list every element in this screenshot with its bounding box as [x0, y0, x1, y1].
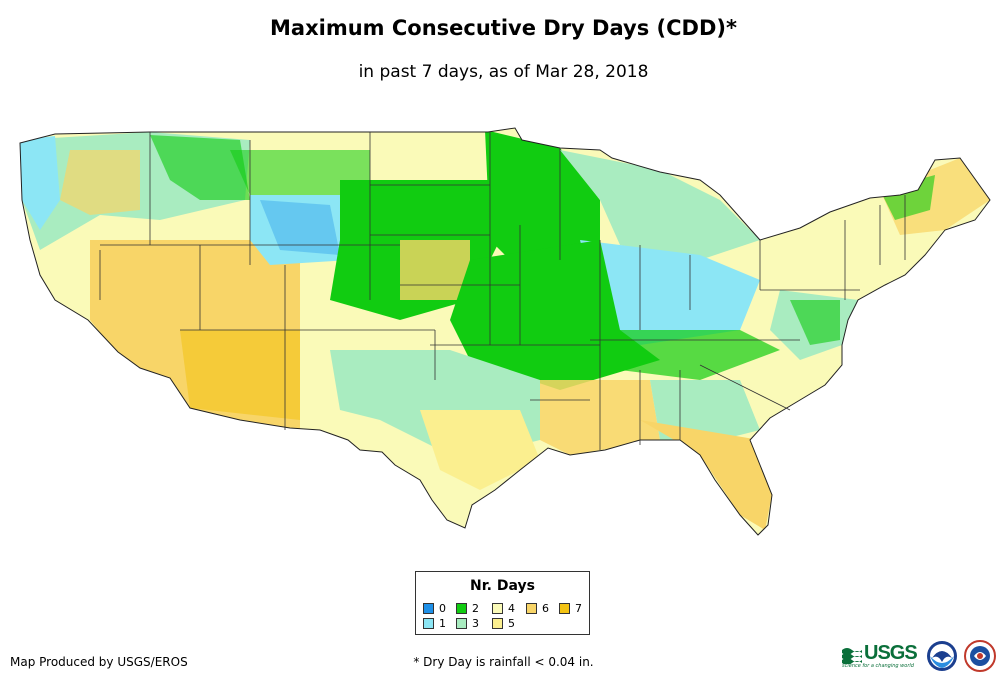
legend-item-5: 5	[492, 618, 515, 630]
legend-label-7: 7	[575, 602, 582, 615]
legend-swatch-0	[423, 603, 434, 614]
usgs-logo-icon	[842, 648, 862, 664]
legend-item-6: 6	[526, 603, 549, 615]
state-boundaries	[99, 132, 906, 450]
legend-label-0: 0	[439, 602, 446, 615]
legend-swatch-4	[492, 603, 503, 614]
legend-swatch-7	[559, 603, 570, 614]
agency-logos: USGS science for a changing world	[842, 638, 1002, 674]
footnote-text: * Dry Day is rainfall < 0.04 in.	[413, 655, 594, 669]
legend-item-2: 2	[456, 603, 479, 615]
legend-item-1: 1	[423, 618, 446, 630]
legend-label-4: 4	[508, 602, 515, 615]
legend-swatch-5	[492, 618, 503, 629]
legend-label-1: 1	[439, 617, 446, 630]
legend-item-7: 7	[559, 603, 582, 615]
legend-item-3: 3	[456, 618, 479, 630]
map-legend: Nr. Days 0 1 2 3 4 5 6 7	[415, 571, 590, 635]
nws-logo-icon	[964, 640, 996, 672]
legend-title: Nr. Days	[470, 578, 535, 594]
map-fill-layer	[20, 128, 990, 535]
legend-label-5: 5	[508, 617, 515, 630]
legend-swatch-6	[526, 603, 537, 614]
usgs-tagline: science for a changing world	[842, 663, 914, 669]
legend-label-3: 3	[472, 617, 479, 630]
map-title: Maximum Consecutive Dry Days (CDD)*	[270, 16, 737, 40]
legend-swatch-1	[423, 618, 434, 629]
usgs-logo-text: USGS	[864, 642, 918, 664]
legend-label-2: 2	[472, 602, 479, 615]
legend-item-4: 4	[492, 603, 515, 615]
legend-item-0: 0	[423, 603, 446, 615]
credit-text: Map Produced by USGS/EROS	[10, 655, 188, 669]
legend-swatch-2	[456, 603, 467, 614]
legend-swatch-3	[456, 618, 467, 629]
noaa-logo-icon	[927, 641, 957, 671]
map-subtitle: in past 7 days, as of Mar 28, 2018	[358, 62, 649, 82]
legend-label-6: 6	[542, 602, 549, 615]
